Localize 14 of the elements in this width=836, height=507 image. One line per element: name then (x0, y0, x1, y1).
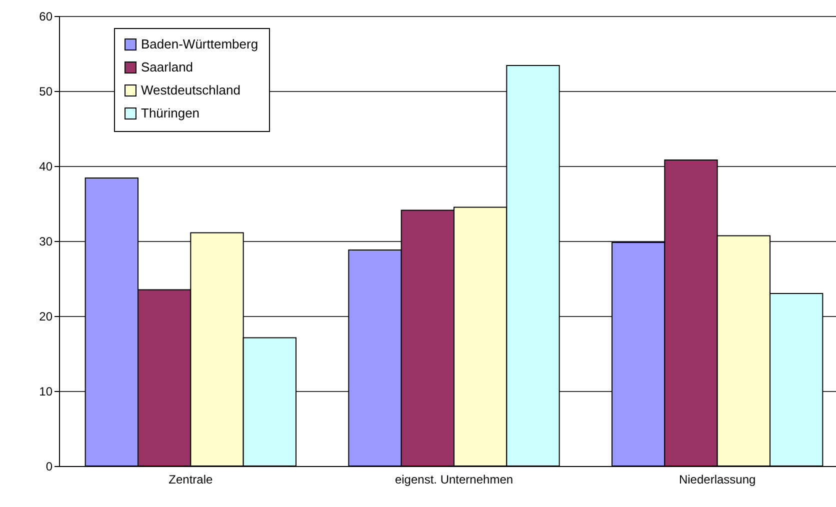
legend-label: Westdeutschland (141, 82, 240, 98)
x-tick-label: eigenst. Unternehmen (394, 472, 514, 486)
y-tick-label: 0 (46, 460, 53, 474)
legend-label: Baden-Württemberg (141, 36, 258, 52)
y-tick-label: 30 (39, 234, 53, 248)
y-tick-label: 20 (39, 310, 53, 324)
y-tick-label: 60 (39, 10, 53, 24)
y-tick-label: 10 (39, 384, 53, 398)
x-tick-label: Zentrale (168, 472, 213, 486)
legend-label: Thüringen (141, 106, 200, 120)
y-tick-label: 50 (39, 84, 53, 98)
y-tick-label: 40 (39, 160, 53, 174)
x-tick-label: Niederlassung (678, 472, 756, 486)
legend-label: Saarland (141, 60, 194, 74)
